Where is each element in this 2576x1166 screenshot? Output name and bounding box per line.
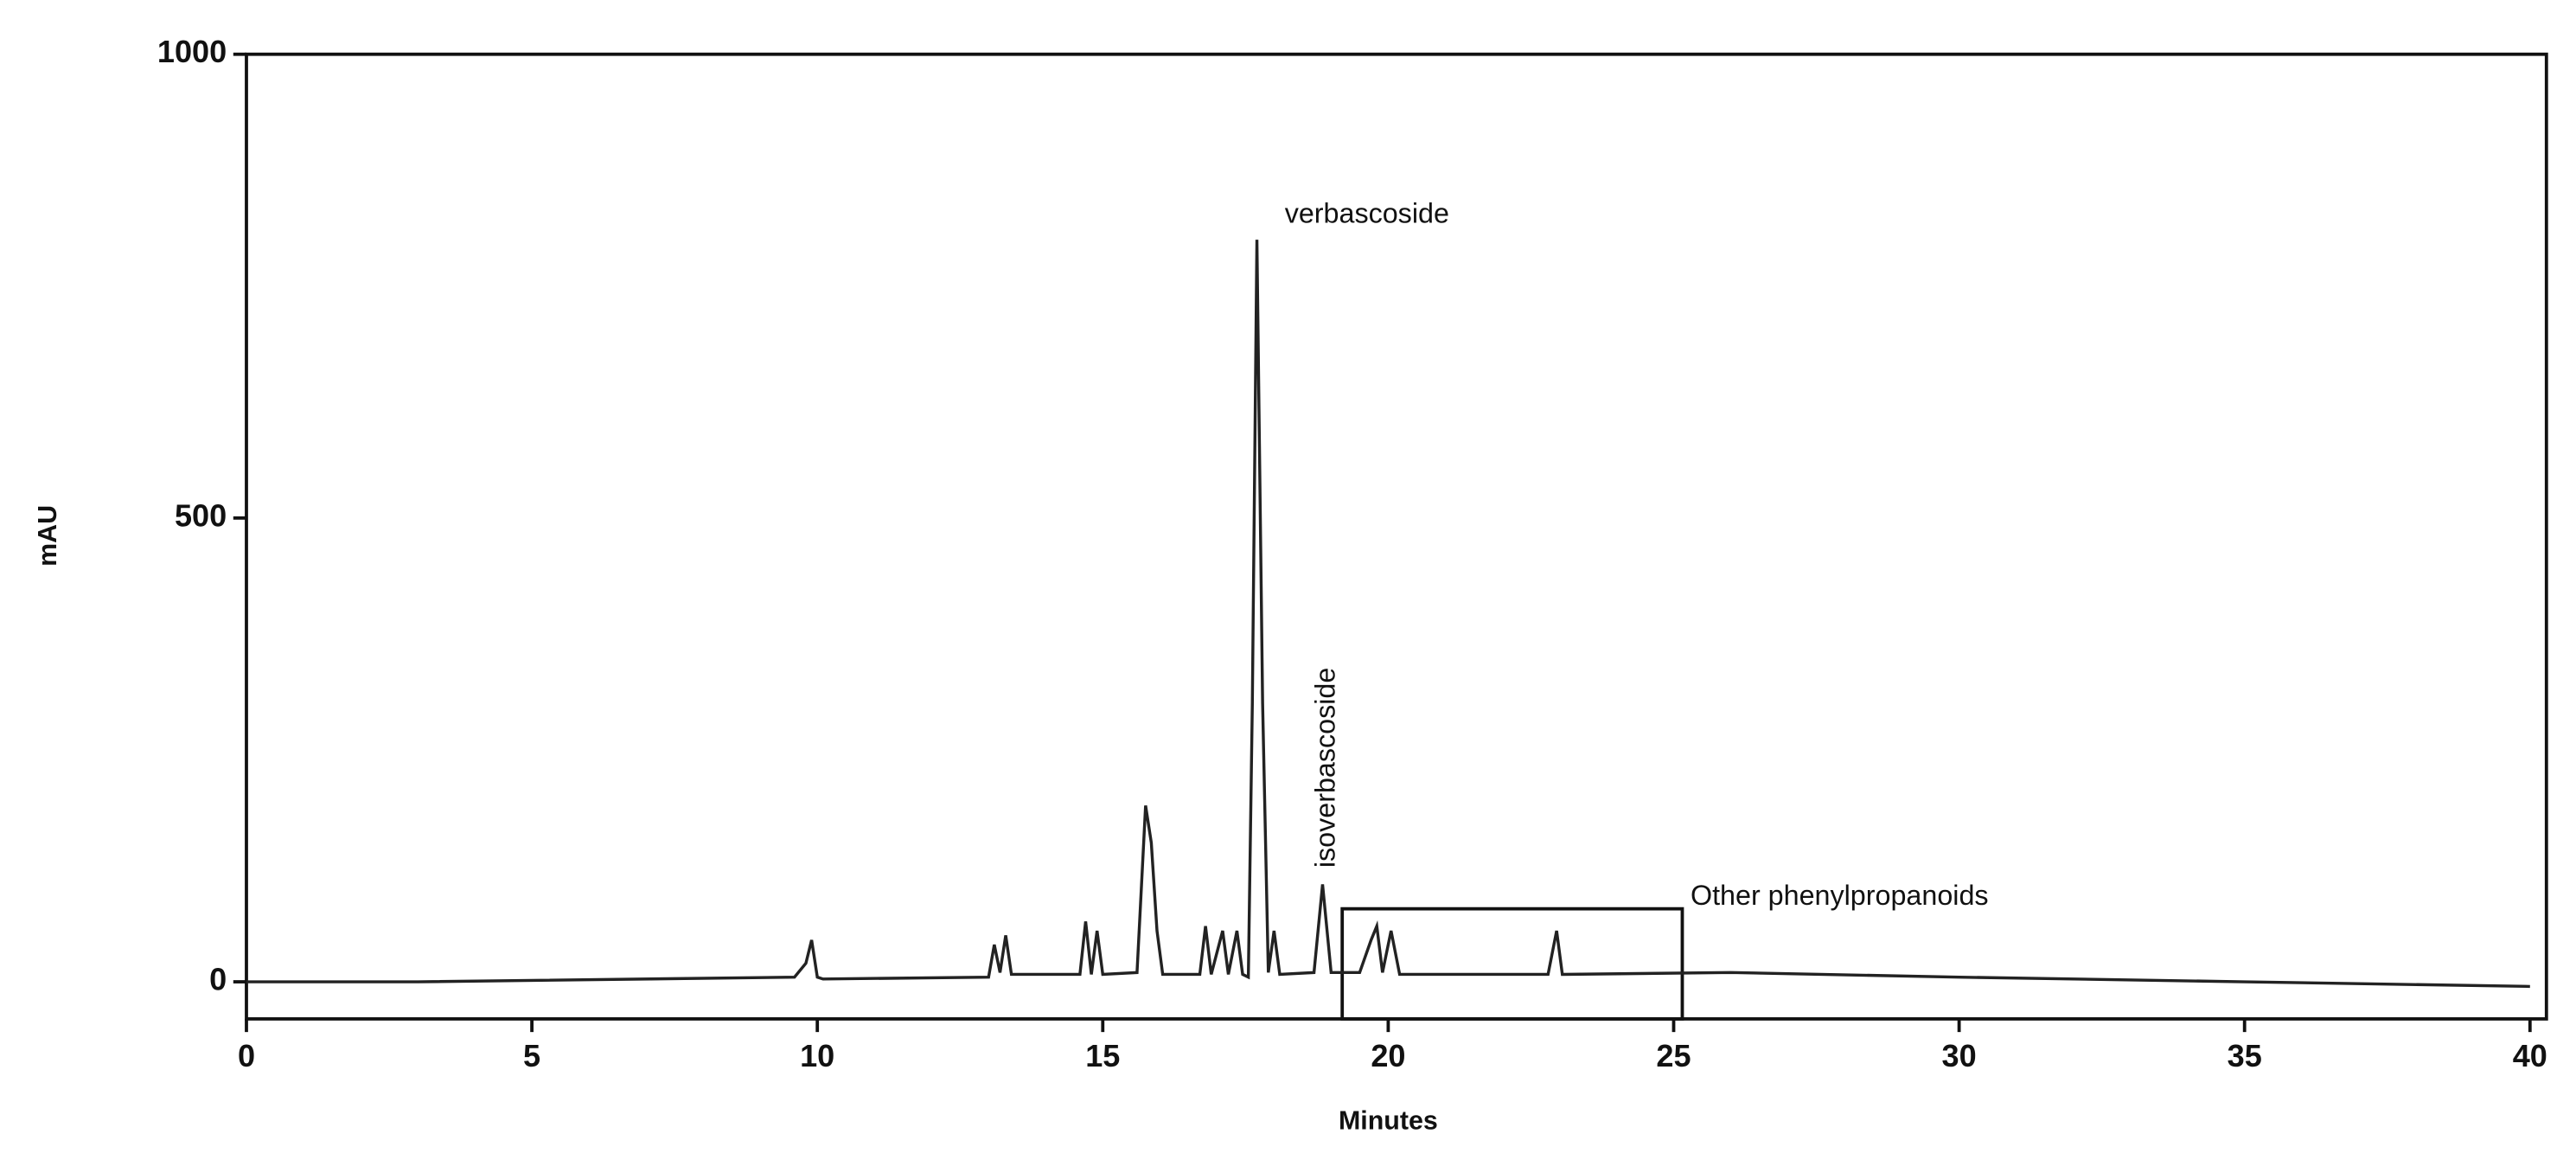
- y-tick-label: 500: [175, 497, 227, 533]
- x-tick-label: 30: [1942, 1038, 1977, 1073]
- y-tick-label: 1000: [157, 34, 227, 69]
- y-tick-label: 0: [209, 962, 227, 997]
- highlight-box: [1340, 907, 1684, 1021]
- x-tick-label: 20: [1371, 1038, 1405, 1073]
- series-line: [246, 240, 2530, 989]
- x-tick-label: 10: [800, 1038, 834, 1073]
- x-tick-label: 40: [2513, 1038, 2547, 1073]
- x-tick-label: 0: [238, 1038, 255, 1073]
- x-tick-label: 15: [1085, 1038, 1120, 1073]
- x-tick-label: 5: [523, 1038, 540, 1073]
- x-tick-label: 25: [1656, 1038, 1691, 1073]
- annotation: Other phenylpropanoids: [1691, 880, 1989, 911]
- x-tick-label: 35: [2228, 1038, 2262, 1073]
- x-axis-label: Minutes: [1339, 1106, 1438, 1136]
- annotation: isoverbascoside: [1310, 668, 1341, 868]
- y-axis-label: mAU: [33, 505, 62, 567]
- annotation: verbascoside: [1285, 197, 1449, 228]
